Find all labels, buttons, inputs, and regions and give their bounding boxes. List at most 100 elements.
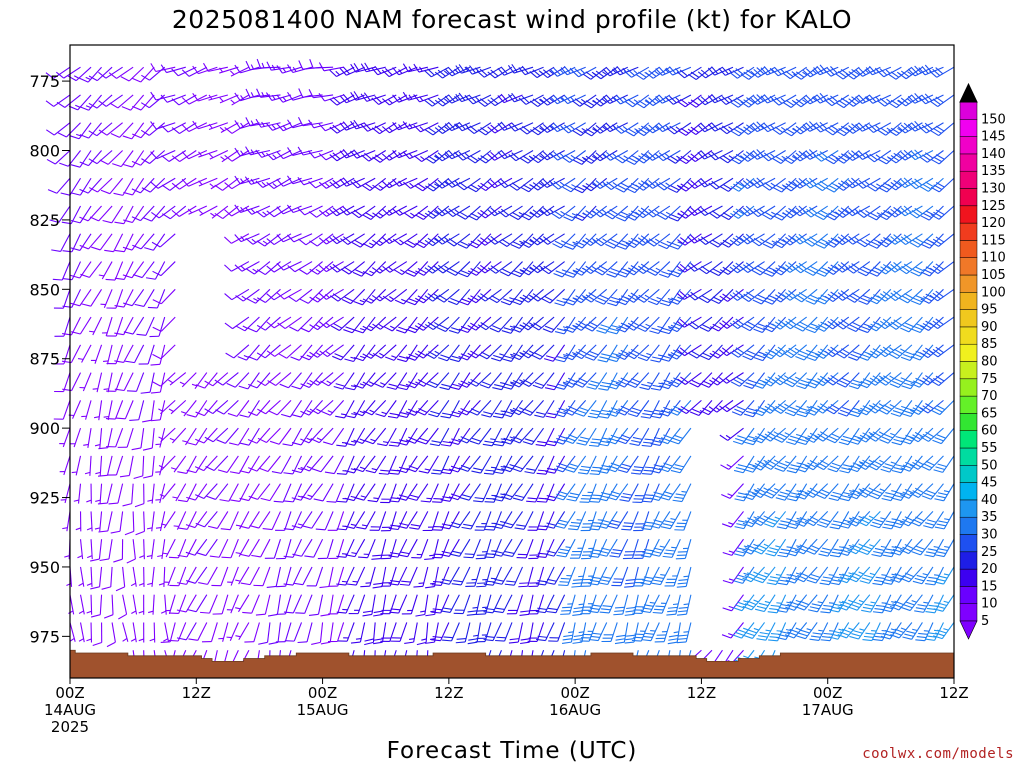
wind-barb <box>649 316 671 335</box>
barb-staff <box>265 316 281 331</box>
barb-full <box>332 263 341 271</box>
barb-full <box>660 526 671 530</box>
wind-barb <box>495 622 513 642</box>
barb-staff <box>132 539 136 560</box>
wind-barb <box>94 428 103 449</box>
barb-full <box>501 238 511 245</box>
barb-full <box>598 582 608 586</box>
barb-staff <box>160 316 176 332</box>
barb-full <box>458 92 466 101</box>
barb-staff <box>228 483 239 502</box>
wind-barb <box>336 538 355 558</box>
wind-barb <box>206 483 229 500</box>
barb-full <box>493 415 503 419</box>
barb-full <box>438 294 448 301</box>
barb-half <box>315 379 321 384</box>
wind-barb <box>320 594 334 617</box>
barb-full <box>671 270 681 275</box>
wind-barb <box>362 233 387 249</box>
wind-barb <box>456 205 481 220</box>
barb-full <box>552 243 562 249</box>
barb-full <box>501 496 511 501</box>
wind-barb <box>292 538 313 557</box>
barb-full <box>477 266 486 274</box>
barb-full <box>524 471 534 474</box>
barb-full <box>339 150 347 159</box>
barb-full <box>318 181 327 189</box>
barb-full <box>458 272 468 278</box>
barb-full <box>363 92 371 101</box>
barb-full <box>511 272 521 278</box>
barb-full <box>150 121 157 130</box>
barb-full <box>450 553 460 557</box>
barb-staff <box>203 483 218 499</box>
wind-barb <box>234 204 260 213</box>
barb-half <box>350 385 357 388</box>
wind-barb <box>651 566 671 586</box>
barb-full <box>636 326 646 332</box>
barb-full <box>643 409 654 413</box>
barb-full <box>511 467 521 473</box>
wind-barb <box>385 344 408 361</box>
barb-full <box>350 91 357 101</box>
wind-barb <box>371 122 397 135</box>
barb-full <box>140 129 150 136</box>
wind-barb <box>79 66 102 83</box>
barb-full <box>457 410 468 416</box>
wind-barb <box>265 92 292 101</box>
barb-half <box>509 436 515 440</box>
wind-barb <box>172 483 187 502</box>
barb-full <box>536 528 547 531</box>
wind-barb <box>381 66 408 78</box>
barb-full <box>276 94 284 103</box>
barb-half <box>191 383 198 387</box>
barb-staff <box>226 455 239 473</box>
barb-staff <box>218 538 229 558</box>
barb-full <box>493 443 503 447</box>
wind-barb <box>125 344 145 364</box>
barb-full <box>364 439 374 445</box>
wind-barb <box>362 205 387 220</box>
barb-full <box>427 155 437 162</box>
wind-barb <box>291 427 313 446</box>
barb-full <box>492 498 503 502</box>
barb-full <box>353 411 363 417</box>
barb-full <box>503 327 514 332</box>
barb-full <box>558 490 568 495</box>
wind-barb <box>214 205 239 220</box>
wind-barb <box>328 566 345 587</box>
wind-barb <box>114 261 134 281</box>
barb-full <box>427 265 436 272</box>
wind-barb <box>284 622 303 642</box>
barb-full <box>397 442 407 446</box>
barb-full <box>451 550 462 554</box>
barb-full <box>404 242 414 248</box>
wind-barb <box>267 372 292 386</box>
barb-full <box>237 356 247 361</box>
barb-full <box>354 239 364 246</box>
barb-full <box>616 634 626 638</box>
barb-staff <box>251 594 260 614</box>
barb-full <box>494 550 504 554</box>
wind-barb <box>239 455 260 474</box>
barb-full <box>214 379 224 386</box>
barb-half <box>420 156 425 161</box>
barb-half <box>473 634 479 637</box>
wind-barb <box>327 622 345 643</box>
barb-full <box>198 582 208 585</box>
barb-full <box>564 468 575 473</box>
barb-half <box>623 155 629 160</box>
barb-full <box>362 610 373 613</box>
wind-barb <box>151 205 176 219</box>
barb-full <box>601 353 611 357</box>
barb-full <box>664 552 674 555</box>
wind-barb <box>353 344 376 362</box>
barb-staff <box>107 511 113 532</box>
barb-full <box>279 383 289 389</box>
barb-full <box>427 183 437 190</box>
barb-full <box>511 92 518 101</box>
wind-barb <box>345 400 366 419</box>
barb-full <box>484 528 495 531</box>
barb-full <box>511 64 518 73</box>
wind-barb <box>277 316 302 330</box>
